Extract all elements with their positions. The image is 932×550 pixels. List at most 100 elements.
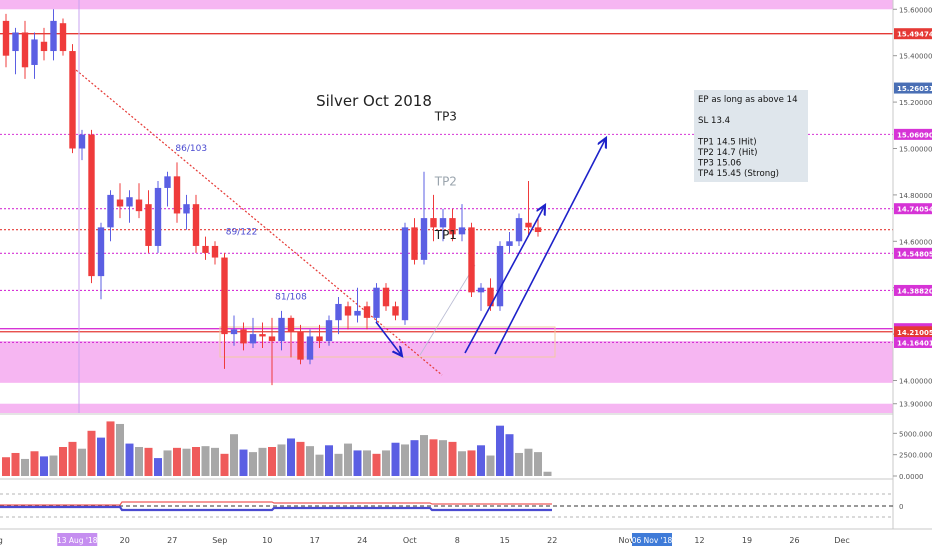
volume-bar xyxy=(287,438,295,476)
volume-bar xyxy=(429,439,438,476)
price-axis: 15.60000 15.40000 15.20000 15.00000 14.80000… xyxy=(893,6,932,409)
candle xyxy=(496,241,504,311)
volume-bar xyxy=(524,448,533,476)
volume-bar xyxy=(391,442,400,476)
volume-bar xyxy=(11,452,20,476)
volume-bar xyxy=(458,451,466,476)
volume-bar xyxy=(154,458,162,476)
svg-text:14.38820: 14.38820 xyxy=(897,287,932,295)
indicator-pane xyxy=(0,493,893,518)
volume-bar xyxy=(173,447,181,476)
svg-text:14.54805: 14.54805 xyxy=(897,250,932,258)
volume-bar xyxy=(477,445,485,476)
volume-bar xyxy=(87,430,96,476)
annotation-label: 89/122 xyxy=(226,227,258,237)
candle xyxy=(31,32,38,79)
indicator-signal-line xyxy=(0,501,552,506)
candle xyxy=(21,20,29,79)
volume-bar xyxy=(68,441,77,476)
notes-line: TP3 15.06 xyxy=(697,159,741,169)
candle xyxy=(335,296,342,335)
candle xyxy=(173,162,181,223)
candle xyxy=(154,180,162,253)
notes-box: EP as long as above 14 SL 13.4 TP1 14.5 IH… xyxy=(694,90,808,182)
price-tag: 15.06090 xyxy=(894,128,932,140)
volume-bar xyxy=(543,471,552,476)
volume-bar xyxy=(201,446,210,476)
volume-bar xyxy=(363,450,371,476)
price-tick-label: 15.00000 xyxy=(899,145,932,153)
volume-bar xyxy=(306,446,314,476)
volume-bar xyxy=(239,449,248,476)
volume-bar xyxy=(97,437,105,476)
candle xyxy=(221,252,228,369)
indicator-tick-label: 0 xyxy=(899,503,903,511)
volume-bar xyxy=(2,457,10,476)
price-tag: 14.38820 xyxy=(894,284,932,296)
time-tick-label: 27 xyxy=(167,536,177,545)
volume-bar xyxy=(116,423,124,476)
candle xyxy=(202,236,209,260)
annotation-label: TP1 xyxy=(434,228,457,242)
candle xyxy=(325,315,333,346)
volume-bar xyxy=(410,440,419,476)
candle xyxy=(392,301,399,321)
volume-bar xyxy=(296,441,305,476)
volume-axis: 5000.0000 2500.0000 0.0000 0 xyxy=(893,430,932,511)
chart-title: Silver Oct 2018 xyxy=(316,92,432,110)
price-tick-label: 14.80000 xyxy=(899,192,932,200)
diagonal-trendline xyxy=(69,64,443,376)
time-tick-label: g xyxy=(0,536,3,545)
candle xyxy=(50,9,57,61)
svg-text:13 Aug '18: 13 Aug '18 xyxy=(57,536,98,545)
candle xyxy=(240,322,247,351)
volume-bar xyxy=(315,454,324,476)
volume-tick-label: 0.0000 xyxy=(899,473,924,481)
notes-line: TP2 14.7 (Hit) xyxy=(697,148,757,158)
indicator-main-line xyxy=(0,505,552,512)
time-tick-label: Oct xyxy=(403,536,417,545)
price-zones xyxy=(0,0,893,413)
candle xyxy=(373,283,380,323)
time-tick-label: 20 xyxy=(120,536,130,545)
price-tag: 14.74054 xyxy=(894,203,932,215)
up-arrow-long xyxy=(494,138,606,355)
candle xyxy=(12,27,19,75)
price-tick-label: 15.20000 xyxy=(899,99,932,107)
zone-band xyxy=(0,403,893,413)
time-tick-label: 10 xyxy=(262,536,272,545)
volume-bar xyxy=(534,452,542,476)
annotation-label: TP3 xyxy=(434,110,457,124)
arrows xyxy=(375,138,606,356)
time-tick-label: 24 xyxy=(357,536,367,545)
zone-band xyxy=(0,0,893,10)
volume-bar xyxy=(30,451,39,476)
volume-bar xyxy=(505,434,514,476)
volume-bar xyxy=(344,443,352,476)
svg-text:14.16401: 14.16401 xyxy=(897,339,932,347)
volume-bar xyxy=(486,455,495,476)
candle xyxy=(287,315,295,358)
candle xyxy=(135,183,143,219)
time-highlight-end: 06 Nov '18 xyxy=(632,533,673,546)
candle xyxy=(211,241,219,265)
time-tick-label: 26 xyxy=(789,536,799,545)
volume-bar xyxy=(220,453,229,476)
volume-bar xyxy=(125,443,134,476)
candle xyxy=(59,18,67,56)
volume-bar xyxy=(49,455,58,476)
candle xyxy=(477,283,485,311)
price-tag: 14.16401 xyxy=(894,336,932,348)
candlesticks xyxy=(2,9,542,386)
annotation-label: TP2 xyxy=(434,175,457,189)
candle xyxy=(268,317,276,386)
volume-bar xyxy=(249,452,257,476)
candle xyxy=(382,283,390,311)
volume-bar xyxy=(211,447,219,476)
time-tick-label: 15 xyxy=(500,536,510,545)
svg-text:15.06090: 15.06090 xyxy=(897,131,932,139)
candle xyxy=(40,27,48,61)
volume-bar xyxy=(230,434,238,476)
candle xyxy=(306,329,314,365)
svg-text:15.26051: 15.26051 xyxy=(897,85,932,93)
